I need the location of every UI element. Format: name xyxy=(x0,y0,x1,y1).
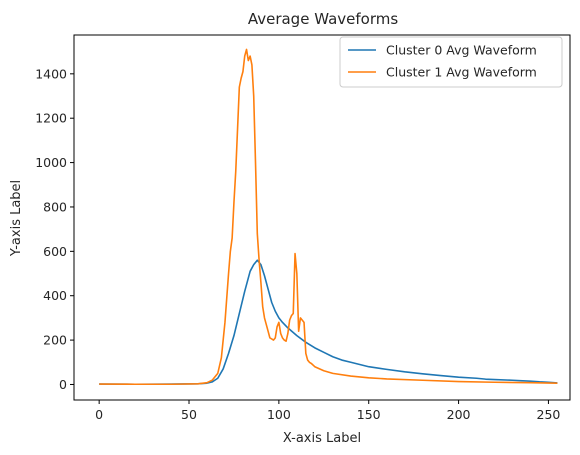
chart-title: Average Waveforms xyxy=(248,10,399,28)
x-tick-label: 250 xyxy=(537,407,561,422)
legend-label-cluster-1: Cluster 1 Avg Waveform xyxy=(386,65,537,80)
y-tick-label: 1200 xyxy=(35,111,67,126)
x-tick-label: 100 xyxy=(267,407,291,422)
y-tick-label: 200 xyxy=(43,333,67,348)
plot-frame xyxy=(73,34,571,401)
x-tick-label: 0 xyxy=(95,407,103,422)
plot-content xyxy=(99,48,558,386)
y-axis-ticks: 0 200 400 600 800 1000 1200 1400 xyxy=(35,66,74,392)
y-tick-label: 400 xyxy=(43,288,67,303)
x-tick-label: 150 xyxy=(357,407,381,422)
x-tick-label: 50 xyxy=(181,407,197,422)
y-tick-label: 800 xyxy=(43,199,67,214)
legend-label-cluster-0: Cluster 0 Avg Waveform xyxy=(386,43,537,58)
y-axis-label: Y-axis Label xyxy=(9,180,24,257)
y-tick-label: 1400 xyxy=(35,66,67,81)
series-line-cluster-1 xyxy=(99,48,558,386)
legend: Cluster 0 Avg Waveform Cluster 1 Avg Wave… xyxy=(339,36,563,88)
series-line-cluster-0 xyxy=(99,259,558,386)
y-tick-label: 1000 xyxy=(35,155,67,170)
x-tick-label: 200 xyxy=(447,407,471,422)
legend-box xyxy=(339,36,563,88)
x-axis-label: X-axis Label xyxy=(283,431,361,446)
y-tick-label: 0 xyxy=(59,377,67,392)
y-tick-label: 600 xyxy=(43,244,67,259)
x-axis-ticks: 0 50 100 150 200 250 xyxy=(95,400,560,422)
